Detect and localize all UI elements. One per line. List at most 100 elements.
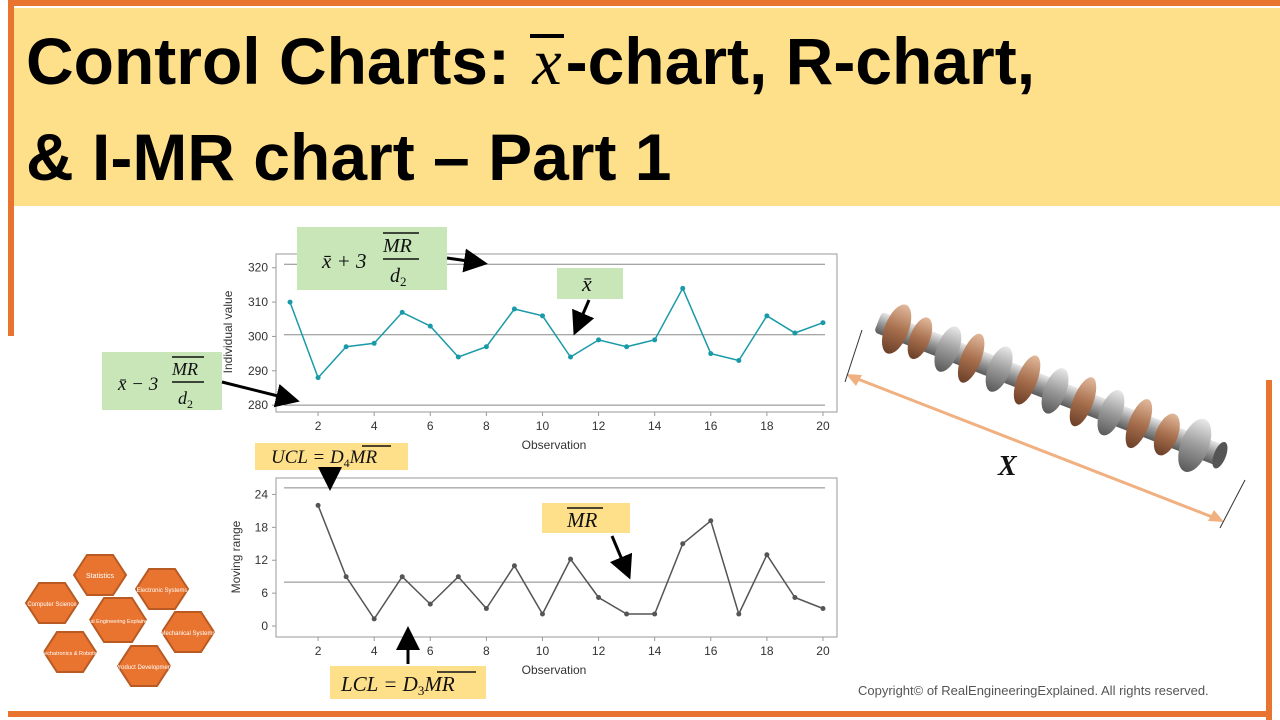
moving-range-data-point [736,611,742,617]
moving-range-x-tick-label: 14 [648,644,662,658]
ucl-label: UCL = D4MR [271,447,377,470]
moving-range-data-point [371,616,377,622]
upper-limit-numerator: MR [382,235,412,257]
moving-range-x-tick-label: 6 [427,644,434,658]
moving-range-x-tick-label: 4 [371,644,378,658]
moving-range-data-point [455,574,461,580]
bottom-edge [8,711,1272,717]
lower-limit-prefix: x̄ − 3 [117,374,158,395]
moving-range-data-point [652,611,658,617]
right-edge [1266,380,1272,720]
camshaft-illustration: X [844,304,1246,529]
individual-data-point [287,299,293,305]
moving-range-y-tick-label: 12 [255,553,269,567]
moving-range-x-tick-label: 16 [704,644,718,658]
moving-range-y-tick-label: 24 [255,487,269,501]
moving-range-x-axis-title: Observation [522,663,587,677]
logo-hex-product-development: Product Development [115,645,173,687]
individual-x-tick-label: 16 [704,419,718,433]
individual-data-point [652,337,658,343]
upper-limit-denominator: d2 [390,265,407,289]
upper-limit-annotation: x̄ + 3 MR d2 [297,227,488,290]
moving-range-x-tick-label: 18 [760,644,774,658]
individual-x-axis-title: Observation [522,438,587,452]
individual-x-tick-label: 4 [371,419,378,433]
individual-data-point [764,313,770,319]
moving-range-x-tick-label: 2 [315,644,322,658]
logo-hex-computer-science: Computer Science [24,582,80,624]
moving-range-data-point [820,605,826,611]
svg-text:Mechatronics & Robotics: Mechatronics & Robotics [40,651,101,657]
individual-y-tick-label: 320 [248,261,268,275]
left-edge [8,0,14,336]
upper-limit-arrow [446,248,488,273]
svg-text:Computer Science: Computer Science [27,602,77,608]
individual-data-point [708,351,714,357]
individual-data-point [343,344,349,350]
moving-range-data-point [427,601,433,607]
moving-range-y-axis-title: Moving range [229,520,243,593]
logo-hex-mechatronics: Mechatronics & Robotics [40,631,101,673]
ucl-annotation: UCL = D4MR [255,443,408,491]
individual-data-point [736,357,742,363]
individual-data-point [680,285,686,291]
logo: Statistics Electronic Systems Computer S… [24,554,216,687]
individual-data-point [371,340,377,346]
moving-range-x-tick-label: 10 [536,644,550,658]
moving-range-data-point [539,611,545,617]
moving-range-y-tick-label: 0 [261,619,268,633]
center-line-label: x̄ [581,271,592,296]
logo-hex-statistics: Statistics [72,554,128,596]
lower-limit-numerator: MR [171,359,198,379]
individual-y-tick-label: 290 [248,364,268,378]
moving-range-data-point [680,541,686,547]
moving-range-data-point [596,595,602,601]
lcl-label: LCL = D3MR [340,672,455,698]
individual-x-tick-label: 18 [760,419,774,433]
individual-data-point [511,306,517,312]
individual-y-tick-label: 310 [248,295,268,309]
lower-limit-arrow [221,380,300,408]
moving-range-chart-frame [275,477,838,638]
svg-text:Product Development: Product Development [115,665,173,671]
svg-text:Electronic Systems: Electronic Systems [136,588,187,594]
title-xbar-symbol: x [528,30,565,96]
moving-range-data-point [511,563,517,569]
mr-bar-annotation: MR [542,503,633,580]
individual-y-tick-label: 300 [248,329,268,343]
lower-limit-annotation: x̄ − 3 MR d2 [102,352,300,411]
individual-x-tick-label: 14 [648,419,662,433]
moving-range-x-tick-label: 8 [483,644,490,658]
individual-data-point [483,344,489,350]
top-edge [8,0,1280,6]
copyright-notice: Copyright© of RealEngineeringExplained. … [858,683,1209,698]
lcl-annotation: LCL = D3MR [330,626,486,699]
moving-range-data-point [764,552,770,558]
title-band [14,8,1280,206]
svg-text:Real Engineering Explained!: Real Engineering Explained! [83,619,153,625]
individual-data-point [539,313,545,319]
individual-series-line [289,286,824,380]
svg-text:Statistics: Statistics [86,573,115,580]
camshaft-dimension-line [849,374,1221,522]
moving-range-x-tick-label: 12 [592,644,606,658]
individual-y-tick-label: 280 [248,398,268,412]
individual-x-tick-label: 8 [483,419,490,433]
moving-range-data-point [399,574,405,580]
moving-range-data-point [483,605,489,611]
title-suffix: -chart, R-chart, [565,24,1036,98]
upper-limit-prefix: x̄ + 3 [321,249,367,273]
individual-data-point [596,337,602,343]
logo-hex-center: Real Engineering Explained! [83,597,153,643]
individual-data-point [820,320,826,326]
page-title-line-2: & I-MR chart – Part 1 [26,120,672,194]
individual-x-tick-label: 12 [592,419,606,433]
individual-data-point [455,354,461,360]
individual-data-point [624,344,630,350]
mr-bar-label: MR [566,508,597,532]
individual-x-tick-label: 10 [536,419,550,433]
individual-x-tick-label: 20 [816,419,830,433]
center-line-arrow [572,299,595,336]
moving-range-x-tick-label: 20 [816,644,830,658]
moving-range-data-point [568,556,574,562]
